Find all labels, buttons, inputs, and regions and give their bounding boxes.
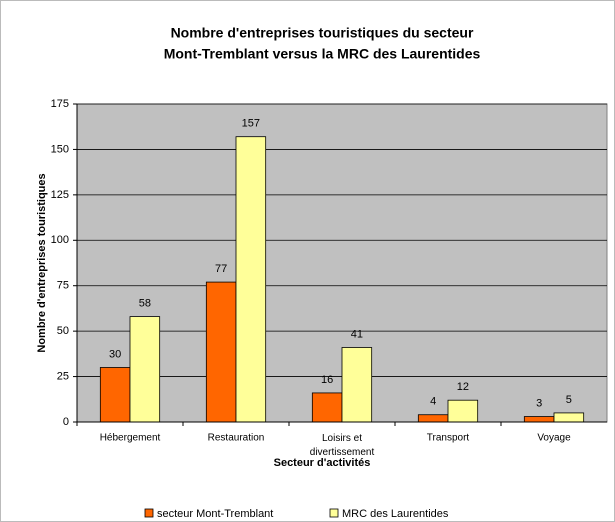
bar [311,392,343,423]
data-label: 58 [139,298,151,310]
data-label: 77 [215,263,227,275]
y-tick-label: 75 [57,280,69,292]
data-label: 157 [242,118,260,130]
y-tick-label: 100 [51,234,69,246]
x-tick-label: Restauration [208,433,265,444]
bar [553,412,585,423]
chart-title: Mont-Tremblant versus la MRC des Laurent… [164,46,481,62]
x-tick-label: Voyage [537,433,571,444]
data-label: 41 [351,328,363,340]
data-label: 12 [457,381,469,393]
data-label: 4 [430,396,436,408]
data-label: 30 [109,348,121,360]
legend-label: MRC des Laurentides [342,508,449,520]
y-tick-label: 0 [63,416,69,428]
y-tick-label: 150 [51,143,69,155]
legend-swatch [329,508,339,518]
x-tick-label: Loisirs et divertissement [310,433,375,458]
bar [523,416,555,423]
legend-swatch [144,508,154,518]
bar [341,347,373,423]
bar [235,136,267,423]
x-tick-label: Hébergement [100,433,161,444]
y-tick-label: 50 [57,325,69,337]
chart-title: Nombre d'entreprises touristiques du sec… [171,25,474,41]
x-axis-title: Secteur d'activités [274,457,371,469]
y-tick-label: 175 [51,98,69,110]
bar [205,281,237,423]
data-label: 16 [321,374,333,386]
bar [417,414,449,423]
bar [447,399,479,423]
y-tick-label: 125 [51,189,69,201]
bar [129,316,161,423]
y-tick-label: 25 [57,370,69,382]
data-label: 3 [536,397,542,409]
data-label: 5 [566,394,572,406]
x-tick-label: Transport [427,433,470,444]
y-axis-title: Nombre d'entreprises touristiques [36,173,48,352]
legend-label: secteur Mont-Tremblant [157,508,273,520]
bar [99,367,131,423]
